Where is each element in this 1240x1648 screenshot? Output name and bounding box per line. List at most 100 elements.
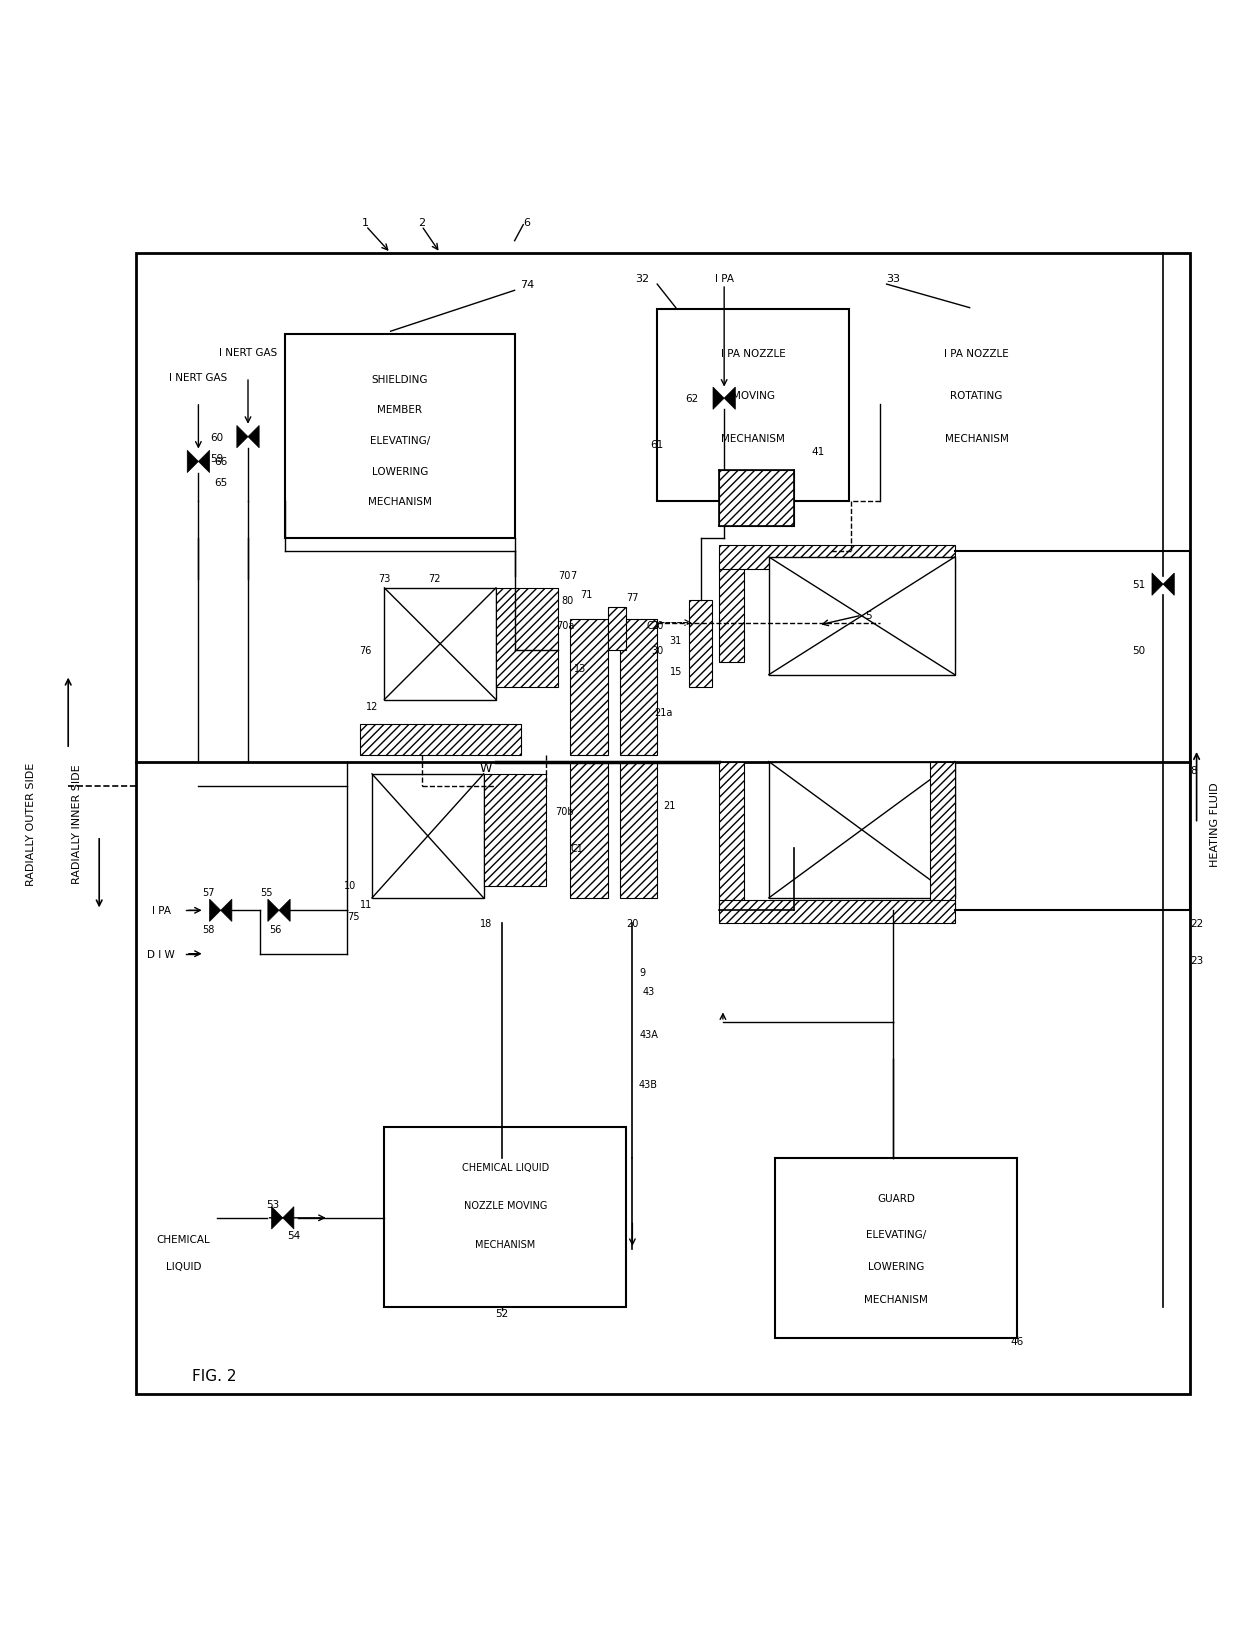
Text: CHEMICAL: CHEMICAL [156, 1234, 211, 1244]
Text: ELEVATING/: ELEVATING/ [866, 1229, 926, 1239]
Text: 60: 60 [211, 432, 223, 442]
Text: MECHANISM: MECHANISM [864, 1294, 928, 1304]
Text: 20: 20 [626, 918, 639, 928]
Text: 66: 66 [215, 456, 227, 466]
Bar [775, 1159, 1017, 1338]
Text: 70a: 70a [557, 621, 574, 631]
Bar [484, 775, 546, 887]
Text: 12: 12 [366, 702, 378, 712]
Bar [360, 725, 521, 756]
Bar [608, 606, 626, 651]
Polygon shape [210, 900, 221, 921]
Text: 71: 71 [580, 590, 593, 600]
Text: 30: 30 [651, 646, 663, 656]
Text: 70b: 70b [554, 806, 574, 817]
Polygon shape [268, 900, 279, 921]
Text: W: W [480, 761, 492, 775]
Bar [930, 761, 955, 911]
Text: 41: 41 [812, 447, 825, 456]
Bar [769, 557, 955, 676]
Bar [719, 564, 744, 662]
Bar [620, 620, 657, 756]
Text: 9: 9 [640, 967, 645, 977]
Text: 62: 62 [686, 394, 698, 404]
Text: 70: 70 [558, 572, 570, 582]
Text: 55: 55 [260, 887, 273, 897]
Bar [880, 310, 1073, 501]
Text: D I W: D I W [148, 949, 175, 959]
Bar [384, 1127, 626, 1307]
Text: I PA: I PA [714, 274, 734, 283]
Text: 80: 80 [562, 597, 574, 606]
Bar [719, 545, 955, 570]
Text: 50: 50 [1132, 646, 1145, 656]
Text: 11: 11 [360, 900, 372, 910]
Bar [657, 310, 849, 501]
Text: GUARD: GUARD [877, 1193, 915, 1203]
Text: 75: 75 [347, 911, 360, 921]
Bar [570, 620, 608, 756]
Bar [620, 761, 657, 898]
Bar [769, 761, 955, 898]
Polygon shape [713, 387, 724, 410]
Text: 76: 76 [360, 646, 372, 656]
Text: MEMBER: MEMBER [377, 405, 423, 415]
Text: 2: 2 [418, 218, 425, 227]
Bar [719, 901, 955, 923]
Text: 15: 15 [670, 666, 682, 677]
Text: 31: 31 [670, 636, 682, 646]
Text: 57: 57 [202, 887, 215, 897]
Polygon shape [724, 387, 735, 410]
Text: 1: 1 [362, 218, 370, 227]
Bar [285, 335, 515, 539]
Text: 56: 56 [269, 925, 281, 934]
Text: 23: 23 [1190, 956, 1204, 966]
Polygon shape [1152, 574, 1163, 597]
Text: 61: 61 [651, 440, 663, 450]
Bar [570, 761, 608, 898]
Text: 21a: 21a [655, 707, 672, 717]
Text: 73: 73 [378, 574, 391, 583]
Text: ELEVATING/: ELEVATING/ [370, 435, 430, 447]
Text: HEATING FLUID: HEATING FLUID [1210, 781, 1220, 867]
Text: 43B: 43B [639, 1079, 658, 1089]
Text: 77: 77 [626, 592, 639, 602]
Bar [719, 471, 794, 527]
Text: MECHANISM: MECHANISM [945, 433, 1008, 443]
Text: MECHANISM: MECHANISM [475, 1239, 536, 1249]
Text: FIG. 2: FIG. 2 [192, 1368, 237, 1383]
Text: 51: 51 [1132, 580, 1145, 590]
Text: LIQUID: LIQUID [166, 1261, 201, 1271]
Bar [719, 761, 744, 911]
Text: 65: 65 [215, 478, 227, 488]
Text: 18: 18 [480, 918, 492, 928]
Text: 21: 21 [663, 801, 676, 811]
Bar [689, 602, 712, 687]
Text: CHEMICAL LIQUID: CHEMICAL LIQUID [461, 1162, 549, 1172]
Text: ROTATING: ROTATING [950, 391, 1003, 400]
Text: I PA: I PA [151, 906, 171, 916]
Text: C1: C1 [570, 844, 583, 854]
Polygon shape [283, 1206, 294, 1229]
Text: I PA NOZZLE: I PA NOZZLE [720, 349, 786, 359]
Text: 43A: 43A [639, 1030, 658, 1040]
Text: 10: 10 [343, 882, 356, 892]
Text: MECHANISM: MECHANISM [368, 498, 432, 508]
Text: 52: 52 [496, 1309, 508, 1318]
Polygon shape [187, 452, 198, 473]
Text: 58: 58 [202, 925, 215, 934]
Text: 22: 22 [1190, 918, 1204, 928]
Text: 20: 20 [651, 621, 663, 631]
Text: 46: 46 [1011, 1337, 1023, 1346]
Bar [372, 775, 484, 898]
Bar [496, 588, 558, 687]
Text: C2: C2 [647, 621, 660, 631]
Text: 32: 32 [635, 274, 650, 283]
Text: MOVING: MOVING [732, 391, 775, 400]
Text: 74: 74 [520, 280, 534, 290]
Polygon shape [272, 1206, 283, 1229]
Text: 54: 54 [288, 1231, 300, 1241]
Polygon shape [237, 427, 248, 448]
Text: 8: 8 [1190, 766, 1197, 776]
Text: LOWERING: LOWERING [372, 466, 428, 476]
